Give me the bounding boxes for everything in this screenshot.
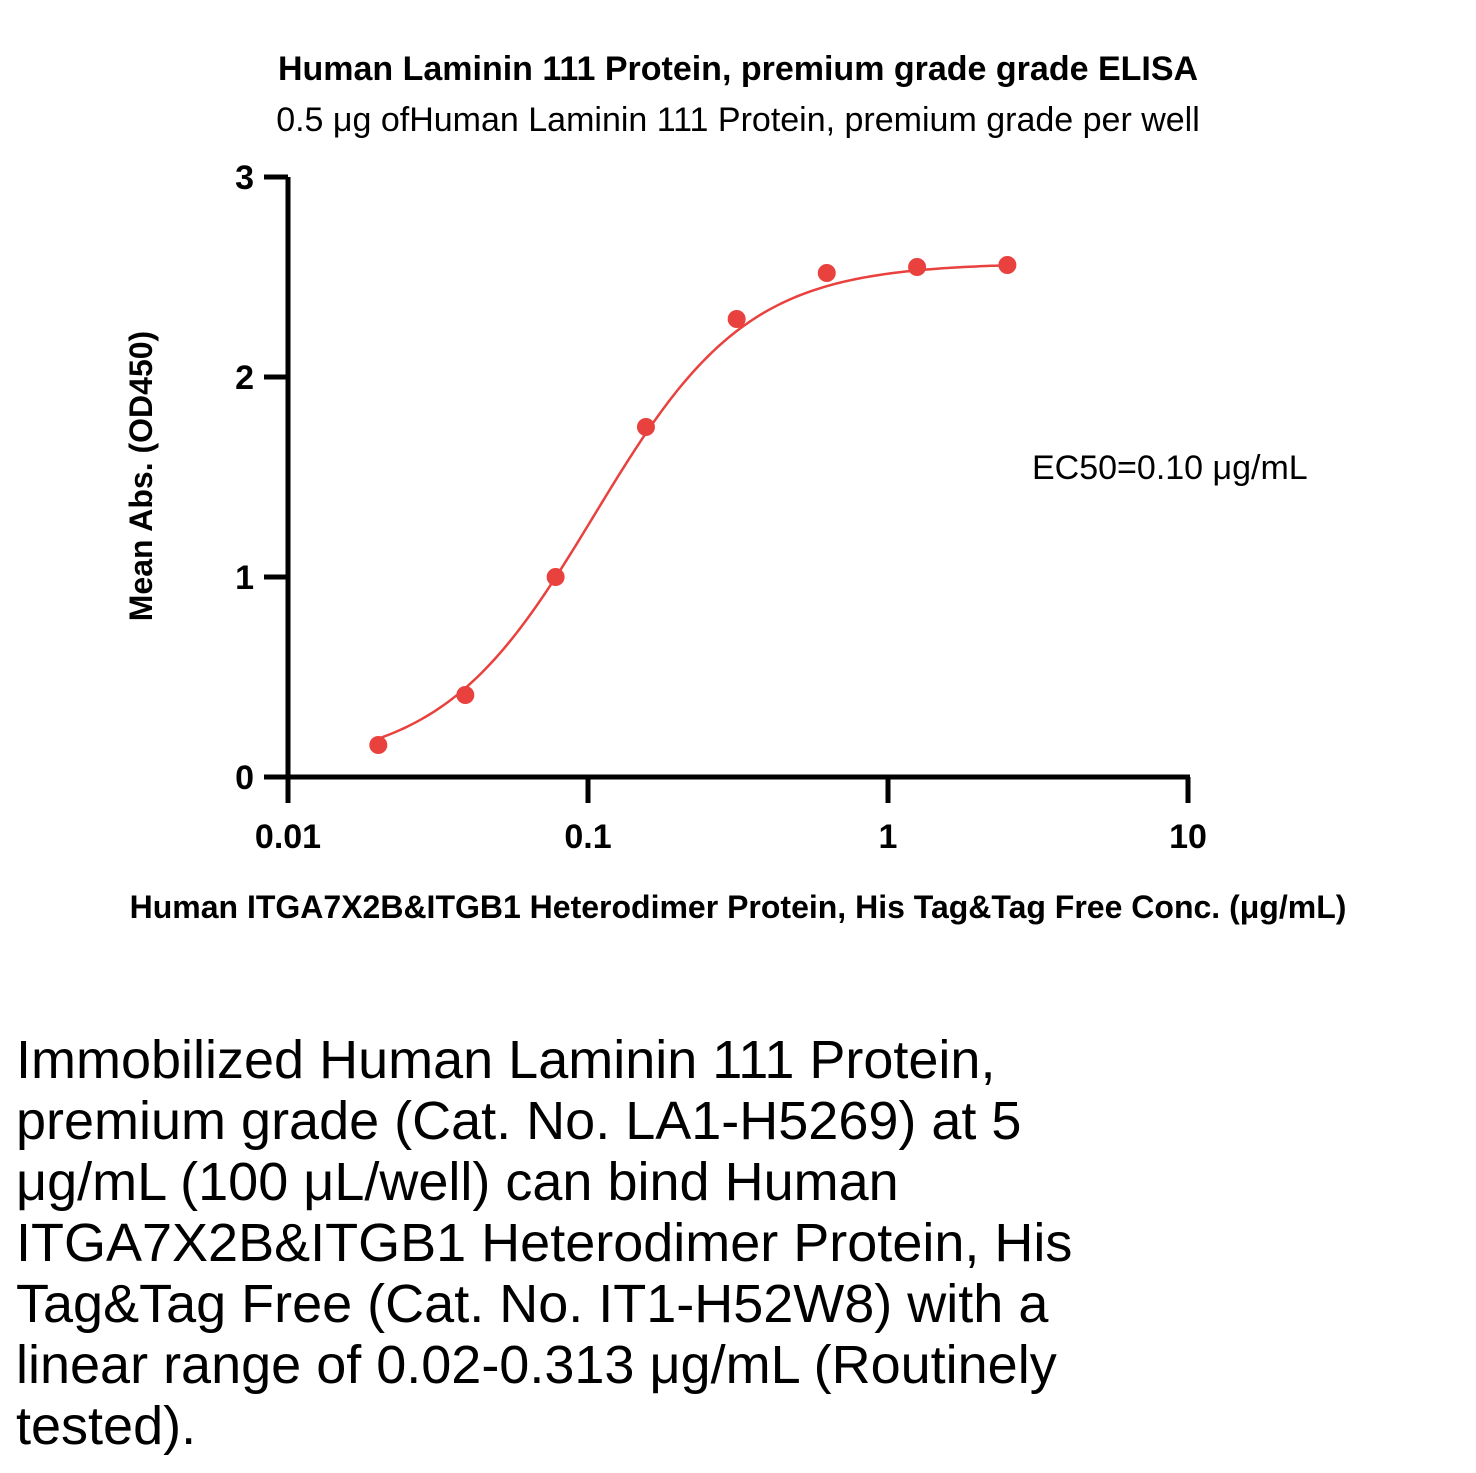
x-tick-label: 1 — [879, 818, 898, 856]
data-points — [369, 256, 1017, 754]
chart-subtitle: 0.5 μg ofHuman Laminin 111 Protein, prem… — [276, 101, 1200, 139]
data-point — [817, 264, 836, 282]
ec50-annotation: EC50=0.10 μg/mL — [1032, 449, 1308, 487]
y-tick-label: 3 — [235, 159, 254, 197]
figure-caption: Immobilized Human Laminin 111 Protein, p… — [16, 1030, 1073, 1456]
y-tick-label: 0 — [235, 759, 254, 797]
y-axis-label: Mean Abs. (OD450) — [123, 331, 159, 621]
x-tick-label: 10 — [1169, 818, 1207, 856]
fit-curve — [377, 264, 1008, 740]
data-point — [908, 258, 927, 276]
y-tick-label: 2 — [235, 359, 254, 397]
x-axis: 0.01 0.1 1 10 — [255, 774, 1207, 856]
x-axis-label: Human ITGA7X2B&ITGB1 Heterodimer Protein… — [130, 889, 1347, 925]
chart-title: Human Laminin 111 Protein, premium grade… — [278, 50, 1198, 88]
data-point — [369, 736, 388, 754]
y-tick-label: 1 — [235, 559, 254, 597]
elisa-chart: Human Laminin 111 Protein, premium grade… — [123, 50, 1347, 925]
data-point — [456, 686, 475, 704]
y-axis: 0 1 2 3 — [235, 159, 291, 797]
x-tick-label: 0.01 — [255, 818, 321, 856]
data-point — [546, 568, 565, 586]
data-point — [727, 310, 746, 328]
data-point — [998, 256, 1017, 274]
data-point — [636, 418, 655, 436]
x-tick-label: 0.1 — [564, 818, 611, 856]
